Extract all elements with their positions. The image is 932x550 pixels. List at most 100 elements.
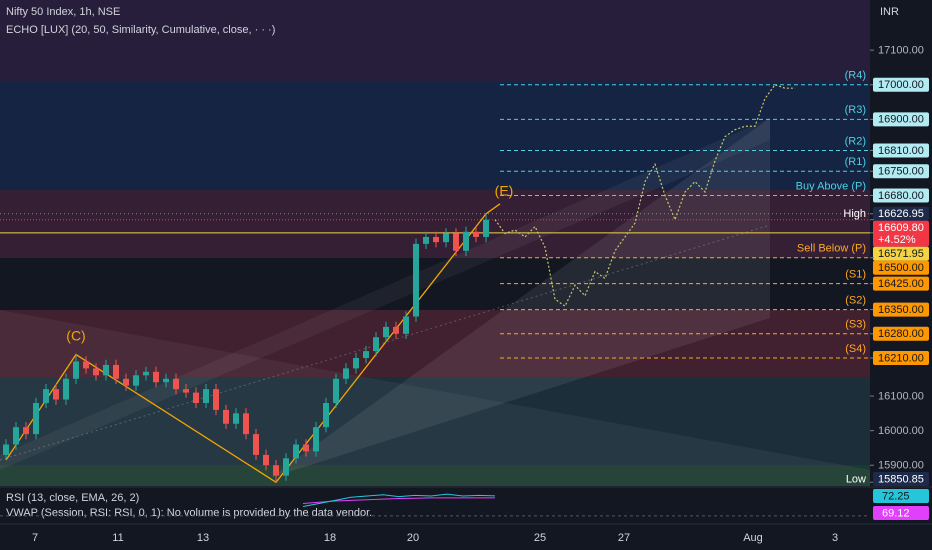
price-tag bbox=[873, 206, 929, 221]
x-tick-label: 3 bbox=[832, 532, 838, 544]
rsi-title: RSI (13, close, EMA, 26, 2) bbox=[6, 492, 139, 504]
candle-body bbox=[213, 389, 219, 410]
price-tag bbox=[873, 143, 929, 158]
candle-body bbox=[33, 402, 39, 435]
candle-body bbox=[143, 371, 149, 376]
level-name: Low bbox=[846, 473, 866, 485]
price-tag bbox=[873, 276, 929, 291]
candle-body bbox=[83, 361, 89, 369]
rsi-line bbox=[302, 497, 496, 504]
currency: INR bbox=[880, 6, 899, 18]
pivot-name: (R1) bbox=[845, 156, 866, 168]
x-tick-label: 18 bbox=[324, 532, 336, 544]
x-tick-label: 27 bbox=[618, 532, 630, 544]
candle-body bbox=[153, 371, 159, 383]
zone bbox=[0, 310, 870, 377]
candle-body bbox=[283, 458, 289, 476]
candle-body bbox=[13, 427, 19, 445]
candle-body bbox=[393, 326, 399, 334]
channel bbox=[270, 118, 770, 478]
wave-label: (E) bbox=[495, 182, 514, 198]
candle-body bbox=[183, 389, 189, 393]
candle-body bbox=[483, 219, 489, 237]
zone bbox=[0, 465, 870, 486]
candle-body bbox=[23, 427, 29, 435]
candle-body bbox=[353, 358, 359, 369]
price-tag bbox=[873, 77, 929, 92]
x-tick-label: Aug bbox=[743, 532, 763, 544]
price-tag-label: 16810.00 bbox=[878, 145, 924, 157]
candle-body bbox=[323, 402, 329, 428]
price-tag-label: 16280.00 bbox=[878, 328, 924, 340]
pivot-name: (S1) bbox=[845, 269, 866, 281]
price-tag bbox=[873, 112, 929, 127]
price-tag-label: 16000.00 bbox=[878, 425, 924, 437]
channel-midline bbox=[0, 224, 771, 461]
x-tick-label: 13 bbox=[197, 532, 209, 544]
candle-body bbox=[223, 409, 229, 424]
candle-body bbox=[133, 375, 139, 386]
pivot-name: (S3) bbox=[845, 319, 866, 331]
price-tag-label: 16609.80 bbox=[878, 222, 924, 234]
indicator-title: ECHO [LUX] (20, 50, Similarity, Cumulati… bbox=[6, 24, 275, 36]
price-tag bbox=[873, 220, 929, 247]
candle-body bbox=[233, 413, 239, 424]
x-tick-label: 11 bbox=[112, 532, 123, 544]
candle-body bbox=[423, 236, 429, 244]
symbol-title: Nifty 50 Index, 1h, NSE bbox=[6, 6, 120, 18]
candle-body bbox=[363, 351, 369, 359]
level-name: High bbox=[843, 208, 866, 220]
pivot-name: (R3) bbox=[845, 104, 866, 116]
candle-body bbox=[123, 378, 129, 386]
price-tag-label: 17000.00 bbox=[878, 79, 924, 91]
pivot-name: (R4) bbox=[845, 70, 866, 82]
candle-body bbox=[443, 233, 449, 243]
candle-body bbox=[163, 378, 169, 383]
wave-label: (C) bbox=[66, 327, 85, 343]
candle-body bbox=[173, 378, 179, 390]
candle-body bbox=[473, 231, 479, 237]
candle-body bbox=[463, 231, 469, 251]
candle-body bbox=[293, 444, 299, 459]
price-tag bbox=[873, 326, 929, 341]
pivot-name: Buy Above (P) bbox=[796, 180, 866, 192]
price-tag-label: 17100.00 bbox=[878, 45, 924, 57]
candle-body bbox=[403, 316, 409, 334]
price-tag-label: 16750.00 bbox=[878, 166, 924, 178]
price-tag-label: 16680.00 bbox=[878, 190, 924, 202]
candle-body bbox=[253, 434, 259, 455]
price-tag-label: 16900.00 bbox=[878, 114, 924, 126]
price-tag bbox=[873, 188, 929, 203]
channel bbox=[0, 310, 870, 486]
candle-body bbox=[63, 378, 69, 400]
price-tag-label: 16626.95 bbox=[878, 208, 924, 220]
candle-body bbox=[203, 389, 209, 403]
vwap-note: VWAP (Session, RSI: RSI, 0, 1): No volum… bbox=[6, 507, 372, 519]
candle-body bbox=[73, 361, 79, 379]
price-tag-label: 15850.85 bbox=[878, 473, 924, 485]
pivot-name: (S4) bbox=[845, 343, 866, 355]
price-tag-label: 16571.95 bbox=[878, 248, 924, 260]
candle-body bbox=[433, 236, 439, 243]
price-tag-label: 16100.00 bbox=[878, 390, 924, 402]
candle-body bbox=[413, 243, 419, 317]
rsi-line bbox=[302, 493, 496, 508]
candle-body bbox=[113, 364, 119, 379]
candle-body bbox=[333, 378, 339, 403]
candle-body bbox=[93, 368, 99, 376]
price-tag-label: 15900.00 bbox=[878, 460, 924, 472]
zone bbox=[0, 377, 870, 465]
price-tag bbox=[873, 472, 929, 486]
channel bbox=[0, 118, 770, 470]
candle-body bbox=[243, 413, 249, 435]
zone bbox=[0, 0, 870, 82]
candle-body bbox=[43, 389, 49, 403]
x-tick-label: 25 bbox=[534, 532, 546, 544]
pivot-name: (R2) bbox=[845, 135, 866, 147]
candle-body bbox=[453, 233, 459, 251]
candle-body bbox=[193, 392, 199, 403]
price-tag-label: 16210.00 bbox=[878, 352, 924, 364]
zone bbox=[0, 190, 870, 258]
candle-body bbox=[273, 465, 279, 476]
